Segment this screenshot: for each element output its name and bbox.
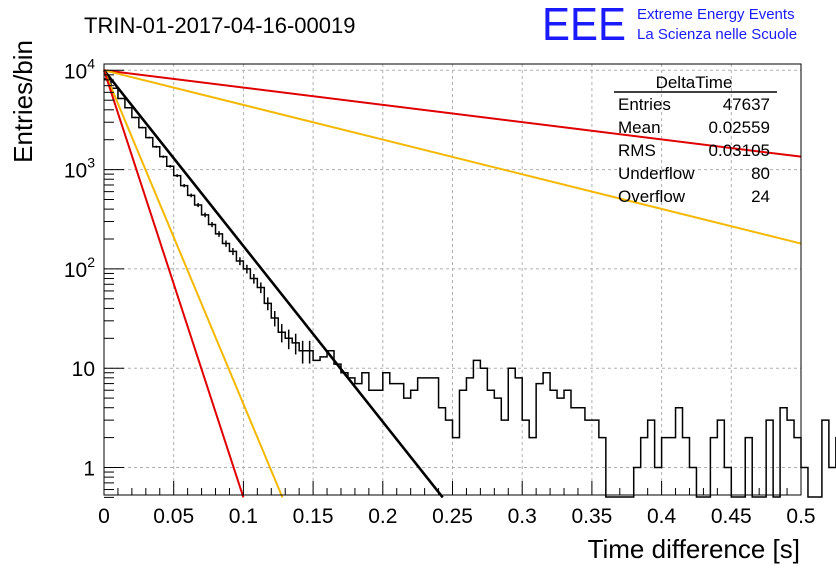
stats-rows: Entries 47637 Mean 0.02559 RMS 0.03105 Underfl… bbox=[618, 95, 770, 206]
stats-row-label: Overflow bbox=[618, 187, 686, 206]
x-tick-label: 0.4 bbox=[647, 505, 677, 528]
stats-row-label: Entries bbox=[618, 95, 671, 114]
chart-title: TRIN-01-2017-04-16-00019 bbox=[84, 13, 356, 38]
y-tick-label: 102 bbox=[64, 254, 95, 282]
x-tick-label: 0.05 bbox=[153, 505, 194, 528]
x-tick-label: 0 bbox=[98, 505, 110, 528]
y-tick-label: 104 bbox=[64, 55, 95, 83]
stats-row-value: 47637 bbox=[723, 95, 770, 114]
x-tick-label: 0.3 bbox=[508, 505, 537, 528]
grid-lines bbox=[104, 64, 801, 495]
y-axis-label: Entries/bin bbox=[8, 40, 38, 163]
stats-row-value: 24 bbox=[751, 187, 770, 206]
x-tick-label: 0.45 bbox=[711, 505, 752, 528]
y-tick-label: 103 bbox=[64, 155, 95, 183]
x-axis-label: Time difference [s] bbox=[588, 534, 800, 564]
eee-logo-line2: La Scienza nelle Scuole bbox=[637, 26, 797, 43]
stats-row-value: 0.03105 bbox=[709, 141, 770, 160]
stats-row-label: Underflow bbox=[618, 164, 695, 183]
x-tick-label: 0.5 bbox=[786, 505, 815, 528]
fit-line-red bbox=[103, 69, 245, 498]
fit-line-yellow bbox=[103, 69, 284, 498]
stats-box: DeltaTime Entries 47637 Mean 0.02559 RMS 0.03… bbox=[614, 73, 777, 206]
fit-line-red bbox=[103, 69, 802, 158]
x-tick-label: 0.1 bbox=[229, 505, 258, 528]
stats-row-label: RMS bbox=[618, 141, 656, 160]
eee-logo-line1: Extreme Energy Events bbox=[637, 6, 795, 23]
eee-logo-mark: EEE bbox=[542, 0, 626, 50]
x-tick-label: 0.2 bbox=[368, 505, 397, 528]
x-tick-label: 0.25 bbox=[432, 505, 473, 528]
y-tick-labels: 1 10 102 103 104 bbox=[64, 55, 95, 480]
fit-line-black bbox=[102, 69, 444, 499]
stats-title: DeltaTime bbox=[656, 73, 733, 92]
x-tick-label: 0.15 bbox=[293, 505, 334, 528]
histogram bbox=[104, 78, 836, 498]
y-tick-label: 10 bbox=[72, 358, 95, 381]
fit-line-yellow bbox=[103, 69, 802, 245]
y-tick-label: 1 bbox=[83, 458, 95, 481]
axis-ticks bbox=[103, 69, 802, 498]
x-tick-label: 0.35 bbox=[571, 505, 612, 528]
histogram-outline bbox=[104, 78, 836, 498]
fit-lines bbox=[102, 69, 802, 499]
stats-row-label: Mean bbox=[618, 118, 661, 137]
stats-row-value: 0.02559 bbox=[709, 118, 770, 137]
eee-logo: EEE Extreme Energy Events La Scienza nel… bbox=[542, 0, 797, 50]
stats-row-value: 80 bbox=[751, 164, 770, 183]
x-tick-labels: 0 0.05 0.1 0.15 0.2 0.25 0.3 0.35 0.4 0.45 0.5 bbox=[98, 505, 815, 528]
